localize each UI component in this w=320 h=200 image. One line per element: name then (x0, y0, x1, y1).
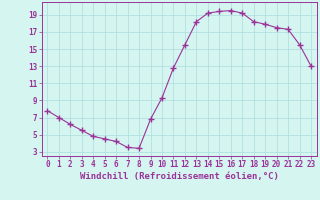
X-axis label: Windchill (Refroidissement éolien,°C): Windchill (Refroidissement éolien,°C) (80, 172, 279, 181)
